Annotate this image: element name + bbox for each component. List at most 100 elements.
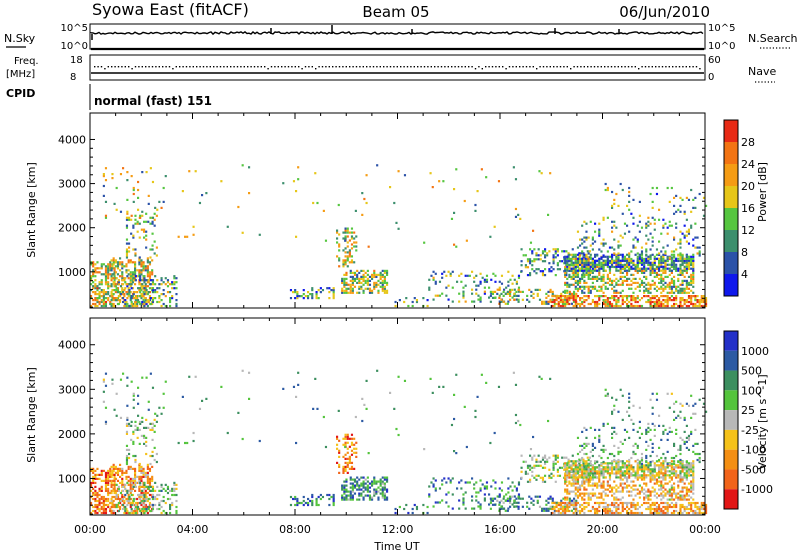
velocity-cell <box>110 475 113 478</box>
power-cell <box>356 273 359 276</box>
velocity-cell <box>643 476 646 479</box>
power-cell <box>98 300 101 304</box>
velocity-cell <box>156 485 159 488</box>
velocity-cell <box>116 479 120 482</box>
velocity-cell <box>702 511 706 515</box>
velocity-cell <box>587 501 590 505</box>
power-cell <box>100 300 103 304</box>
velocity-cell <box>432 477 435 480</box>
velocity-cell <box>109 467 112 470</box>
velocity-cell <box>134 497 137 501</box>
velocity-cell <box>113 495 116 499</box>
velocity-cell <box>594 509 597 513</box>
power-cell <box>349 289 352 292</box>
velocity-cell <box>500 481 504 484</box>
velocity-cell <box>144 475 147 478</box>
power-cell <box>350 235 354 238</box>
velocity-cell <box>604 509 607 513</box>
power-cell <box>315 293 318 296</box>
power-cell <box>498 300 501 303</box>
power-cell <box>628 253 631 256</box>
power-cell <box>546 254 549 257</box>
velocity-cell <box>134 507 137 511</box>
velocity-cell <box>649 509 652 513</box>
power-cell <box>579 304 582 308</box>
velocity-cell <box>636 476 639 479</box>
power-cell <box>568 292 571 295</box>
velocity-cell <box>564 488 567 491</box>
power-cell <box>509 278 512 281</box>
freq-trace-point <box>393 66 395 68</box>
velocity-cell <box>451 507 454 510</box>
power-cell <box>386 273 389 276</box>
power-cell <box>146 304 149 308</box>
power-cell <box>500 298 503 301</box>
freq-trace-point <box>505 68 507 70</box>
power-cell <box>681 232 684 235</box>
power-cell <box>509 290 512 293</box>
power-cell <box>544 268 547 271</box>
power-cell <box>690 263 693 266</box>
freq-trace-point <box>488 66 490 68</box>
velocity-cell <box>153 424 156 427</box>
freq-trace-point <box>685 66 687 68</box>
power-cell <box>626 302 629 306</box>
freq-trace-point <box>607 66 609 68</box>
power-cell <box>126 212 129 215</box>
velocity-cell <box>509 501 512 504</box>
velocity-cell <box>561 509 565 513</box>
velocity-cell <box>148 505 152 509</box>
velocity-cell <box>139 422 142 425</box>
velocity-cell <box>636 492 639 495</box>
power-cell <box>649 248 652 251</box>
power-cell <box>568 299 571 302</box>
velocity-cell <box>583 507 586 511</box>
power-cell <box>347 287 350 290</box>
power-cell <box>606 188 609 192</box>
power-cell <box>112 302 115 306</box>
power-cell <box>100 299 103 302</box>
power-cell <box>547 290 550 293</box>
velocity-cell <box>432 485 435 488</box>
power-cell <box>123 304 126 308</box>
power-cell <box>364 281 367 284</box>
velocity-cell <box>356 476 359 479</box>
freq-trace-point <box>301 68 303 70</box>
velocity-cell <box>92 467 95 470</box>
power-cell <box>113 299 116 302</box>
power-cell <box>541 270 545 273</box>
velocity-cell <box>127 501 130 505</box>
power-cell <box>591 287 594 290</box>
power-cell <box>679 299 682 302</box>
power-cell <box>151 287 155 290</box>
velocity-cell <box>353 486 357 489</box>
power-cell <box>673 204 676 207</box>
velocity-cell <box>110 509 113 513</box>
power-colorbar-tick: 4 <box>741 268 748 281</box>
power-cell <box>502 290 505 293</box>
power-cell <box>349 271 352 274</box>
power-cell <box>585 261 588 264</box>
velocity-cell <box>134 467 137 470</box>
power-cell <box>611 297 614 300</box>
power-cell <box>619 291 622 294</box>
power-cell <box>640 259 644 262</box>
power-cell <box>594 253 597 256</box>
velocity-cell <box>155 460 158 464</box>
power-cell <box>587 289 590 292</box>
velocity-cell <box>649 507 652 511</box>
power-cell <box>647 261 650 264</box>
power-cell <box>127 259 130 262</box>
freq-trace-point <box>352 66 354 68</box>
power-cell <box>662 299 665 302</box>
velocity-cell <box>570 482 573 485</box>
power-cell <box>606 250 609 253</box>
power-cell <box>143 287 146 290</box>
power-cell <box>628 255 631 258</box>
power-cell <box>304 295 307 298</box>
power-cell <box>546 252 549 255</box>
velocity-cell <box>368 494 372 497</box>
velocity-cell <box>587 496 590 499</box>
velocity-cell <box>587 484 590 487</box>
power-cell <box>415 300 419 304</box>
